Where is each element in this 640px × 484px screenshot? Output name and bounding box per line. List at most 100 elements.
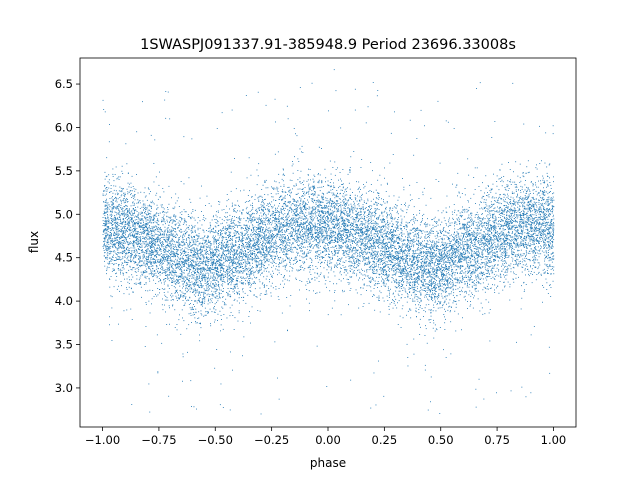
scatter-point [429, 234, 431, 236]
scatter-point [174, 249, 176, 250]
scatter-point [458, 300, 460, 302]
scatter-point [231, 280, 233, 282]
scatter-point [487, 217, 489, 219]
scatter-point [532, 185, 534, 187]
scatter-point [197, 284, 199, 286]
scatter-point [172, 305, 173, 307]
scatter-point [459, 228, 461, 230]
scatter-point [420, 253, 422, 255]
scatter-point [404, 267, 406, 269]
scatter-point [124, 247, 125, 248]
scatter-point [292, 220, 294, 221]
scatter-point [361, 218, 363, 219]
scatter-point [199, 300, 200, 302]
scatter-point [462, 270, 463, 272]
scatter-point [549, 264, 551, 266]
scatter-point [293, 220, 295, 222]
scatter-point [297, 237, 299, 239]
scatter-point [418, 244, 420, 246]
scatter-point [470, 274, 472, 276]
scatter-point [358, 220, 359, 222]
scatter-point [103, 109, 105, 110]
scatter-point [261, 262, 263, 263]
scatter-point [553, 223, 555, 225]
scatter-point [193, 217, 195, 219]
scatter-point [103, 237, 105, 239]
scatter-point [262, 263, 264, 265]
scatter-point [424, 265, 426, 267]
scatter-point [540, 203, 542, 205]
scatter-point [360, 247, 362, 248]
scatter-point [274, 247, 276, 248]
scatter-point [252, 234, 254, 236]
scatter-point [312, 219, 314, 221]
scatter-point [448, 253, 450, 255]
scatter-point [155, 251, 157, 253]
scatter-point [431, 273, 433, 275]
scatter-point [363, 283, 365, 285]
scatter-point [299, 188, 301, 190]
scatter-point [372, 238, 374, 239]
scatter-point [321, 195, 323, 197]
scatter-point [493, 220, 495, 221]
scatter-point [220, 234, 221, 235]
scatter-point [489, 251, 491, 253]
scatter-point [452, 269, 454, 271]
scatter-point [220, 234, 222, 236]
scatter-point [188, 313, 190, 315]
scatter-point [370, 268, 372, 270]
scatter-point [439, 260, 440, 262]
scatter-point [342, 291, 344, 293]
scatter-point [173, 278, 175, 280]
scatter-point [462, 241, 464, 242]
scatter-point [123, 242, 125, 244]
scatter-point [230, 254, 231, 255]
scatter-point [262, 236, 264, 238]
scatter-point [226, 200, 228, 202]
scatter-point [149, 252, 151, 254]
scatter-point [365, 233, 367, 234]
scatter-point [307, 278, 309, 280]
scatter-point [398, 235, 400, 237]
scatter-point [438, 289, 440, 291]
scatter-point [237, 280, 239, 282]
scatter-point [516, 242, 518, 244]
scatter-point [488, 228, 490, 230]
scatter-point [245, 229, 247, 231]
scatter-point [294, 215, 296, 217]
scatter-point [345, 241, 347, 243]
scatter-point [198, 317, 200, 319]
scatter-point [293, 209, 295, 210]
scatter-point [347, 173, 349, 175]
scatter-point [303, 252, 305, 254]
scatter-point [534, 232, 536, 234]
scatter-point [262, 252, 264, 253]
scatter-point [284, 268, 286, 270]
scatter-point [287, 187, 289, 188]
scatter-point [553, 273, 555, 275]
scatter-point [538, 208, 540, 210]
scatter-point [189, 266, 191, 268]
scatter-point [519, 198, 521, 199]
scatter-point [118, 213, 119, 215]
scatter-point [315, 236, 317, 238]
scatter-point [196, 322, 198, 324]
scatter-point [272, 242, 274, 243]
scatter-point [200, 257, 202, 259]
scatter-point [287, 235, 288, 236]
scatter-point [470, 219, 472, 221]
scatter-point [247, 242, 248, 244]
scatter-point [327, 226, 329, 228]
scatter-point [205, 311, 207, 313]
scatter-point [373, 223, 375, 225]
scatter-point [234, 204, 236, 206]
scatter-point [362, 252, 364, 254]
scatter-point [356, 214, 357, 216]
scatter-point [540, 241, 542, 242]
scatter-point [231, 109, 233, 111]
scatter-point [547, 267, 549, 269]
scatter-point [306, 240, 308, 242]
scatter-point [387, 183, 388, 185]
scatter-point [109, 192, 110, 193]
scatter-point [275, 237, 277, 239]
